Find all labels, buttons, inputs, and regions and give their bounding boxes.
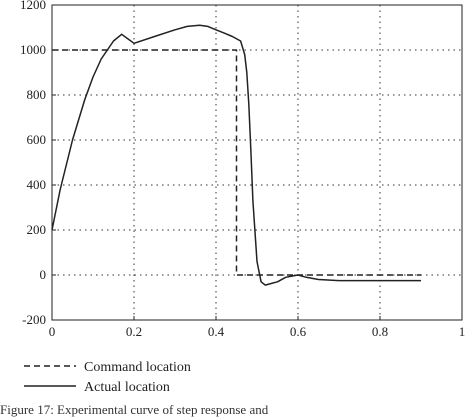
y-tick-label: 800: [27, 87, 47, 102]
series-line-command-location: [52, 49, 421, 276]
y-tick-label: 400: [27, 177, 47, 192]
figure-caption: Figure 17: Experimental curve of step re…: [0, 402, 269, 417]
series-line-actual-location: [51, 24, 421, 286]
x-axis: 0 0.2 0.4 0.6 0.8 1: [49, 316, 466, 339]
y-tick-label: 1200: [20, 0, 46, 12]
series-group: [51, 24, 421, 286]
y-tick-label: 0: [40, 267, 47, 282]
x-tick-label: 0: [49, 324, 56, 339]
x-tick-label: 0.4: [208, 324, 225, 339]
legend-label-actual: Actual location: [84, 380, 170, 395]
x-tick-label: 1: [459, 324, 466, 339]
legend: Command location Actual location: [24, 360, 191, 395]
y-tick-label: 1000: [20, 42, 46, 57]
y-tick-label: -200: [22, 312, 46, 327]
legend-label-command: Command location: [84, 360, 191, 375]
y-axis: -200 0 200 400 600 800 1000 1200: [20, 0, 56, 327]
x-tick-label: 0.8: [372, 324, 388, 339]
y-tick-label: 600: [27, 132, 47, 147]
grid: [52, 5, 462, 320]
x-tick-label: 0.2: [126, 324, 142, 339]
y-tick-label: 200: [27, 222, 47, 237]
x-tick-label: 0.6: [290, 324, 307, 339]
plot-frame: [51, 4, 463, 321]
